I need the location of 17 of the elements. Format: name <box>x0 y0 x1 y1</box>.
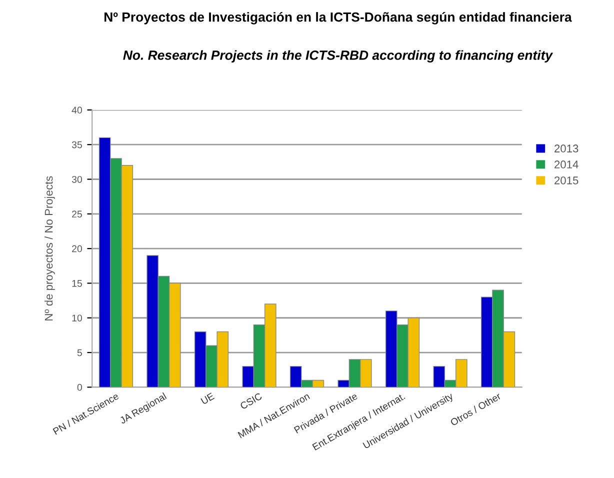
chart-title: Nº Proyectos de Investigación en la ICTS-Doñana según entidad financiera <box>104 12 572 24</box>
y-tick-label: 5 <box>77 349 82 356</box>
y-tick-label: 35 <box>72 141 82 148</box>
legend-label: 2015 <box>554 176 578 184</box>
x-tick-label: CSIC <box>240 392 262 410</box>
chart-subtitle: No. Research Projects in the ICTS-RBD according to financing entity <box>123 50 554 62</box>
x-tick-label: UE <box>200 392 215 405</box>
y-tick-label: 25 <box>72 210 82 218</box>
y-tick-label: 20 <box>72 245 82 252</box>
legend-label: 2014 <box>554 160 578 168</box>
y-axis-title: Nº de proyectos / No Projects <box>44 176 55 320</box>
y-tick-label: 30 <box>72 176 82 183</box>
y-tick-label: 10 <box>72 314 82 322</box>
y-tick-label: 15 <box>72 280 82 287</box>
y-tick-label: 0 <box>77 384 82 391</box>
y-tick-label: 40 <box>72 106 82 114</box>
legend-label: 2013 <box>554 144 578 152</box>
